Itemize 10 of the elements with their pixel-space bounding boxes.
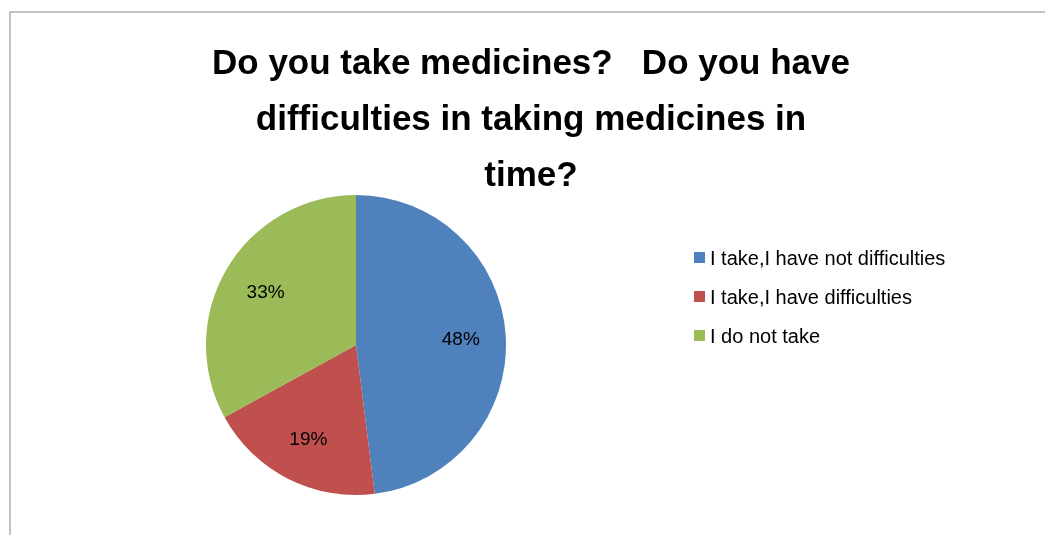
legend-label: I do not take (710, 325, 821, 347)
pie-slice (356, 195, 506, 494)
data-label: 19% (289, 428, 328, 450)
pie-slice (206, 195, 356, 418)
chart-title: Do you take medicines? Do you have difficulties in taking medicines in time? (212, 42, 850, 193)
data-label: 33% (246, 281, 285, 303)
legend-label: I take,I have not difficulties (710, 247, 946, 269)
pie-slice (224, 345, 375, 495)
legend-label: I take,I have difficulties (710, 286, 912, 308)
data-label: 48% (441, 327, 480, 349)
